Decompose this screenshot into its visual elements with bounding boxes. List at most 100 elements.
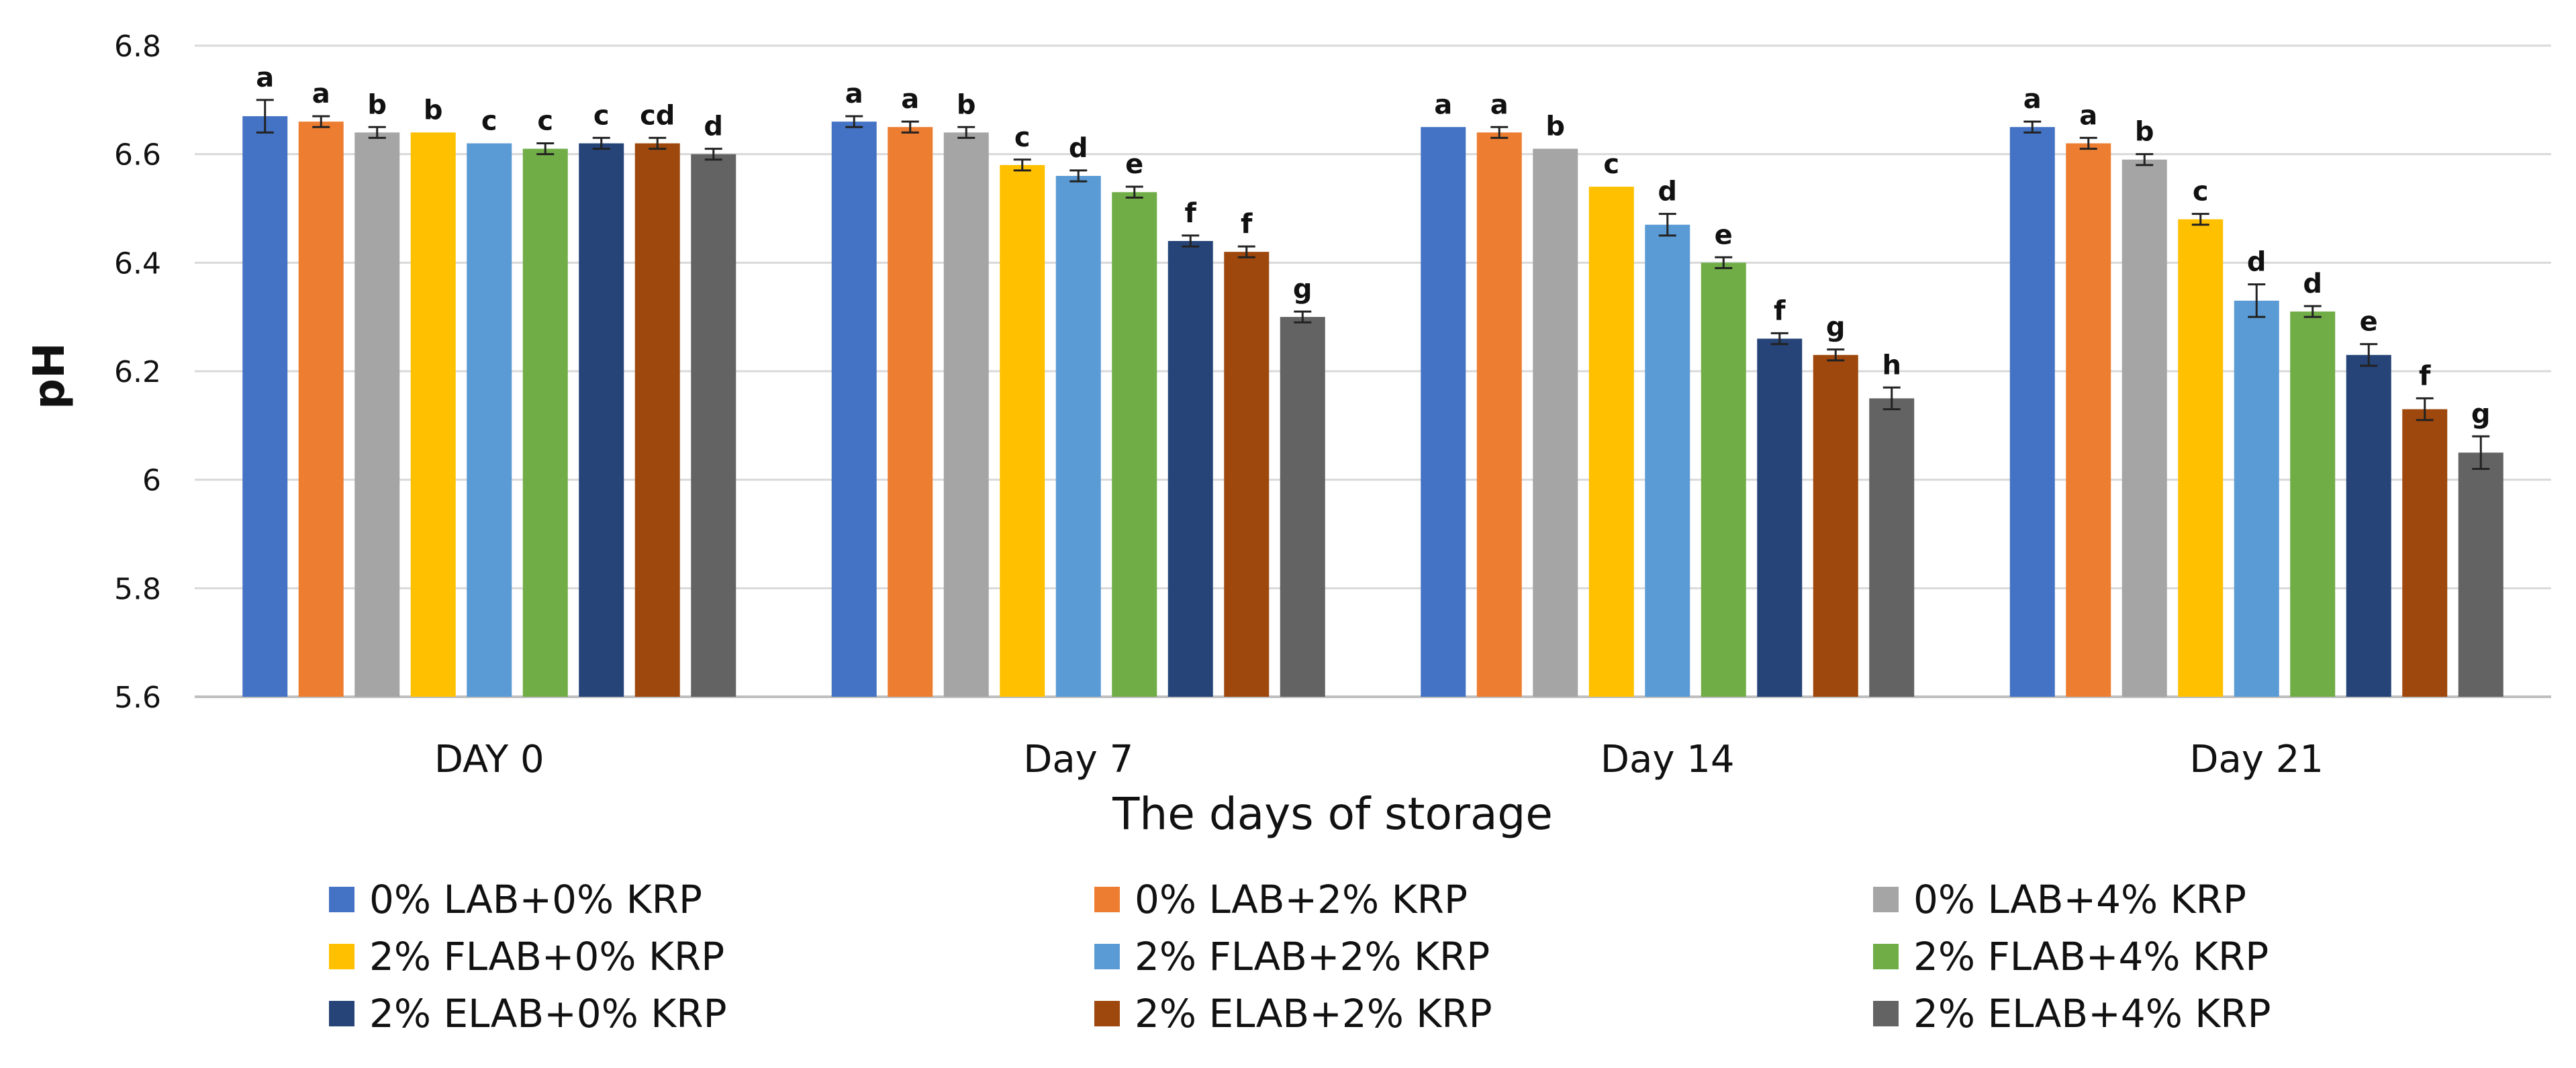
bar-label: a xyxy=(2079,100,2097,131)
bar-label: g xyxy=(1293,274,1313,305)
y-axis-title: pH xyxy=(25,342,75,409)
bar xyxy=(1224,252,1270,697)
bar-label: h xyxy=(1882,350,1901,381)
bar xyxy=(2290,311,2336,697)
legend-item: 0% LAB+0% KRP xyxy=(329,876,702,923)
bar xyxy=(298,122,344,697)
legend-item: 0% LAB+4% KRP xyxy=(1873,876,2246,923)
legend-swatch xyxy=(329,944,354,969)
bar-label: e xyxy=(1125,149,1143,180)
legend-item: 2% FLAB+4% KRP xyxy=(1873,933,2269,980)
bar-label: a xyxy=(1434,89,1452,120)
bar xyxy=(1813,354,1858,697)
x-axis-category-labels: DAY 0 Day 7 Day 14 Day 21 xyxy=(434,738,2324,781)
legend-item: 2% ELAB+4% KRP xyxy=(1873,990,2271,1037)
bar xyxy=(1055,176,1101,697)
legend-swatch xyxy=(329,887,354,912)
legend-label: 2% FLAB+2% KRP xyxy=(1135,934,1490,979)
legend-swatch xyxy=(329,1001,354,1026)
legend-swatch xyxy=(1094,944,1120,969)
bars xyxy=(242,116,2503,697)
bar-label: cd xyxy=(640,100,675,131)
bar-label: g xyxy=(1826,312,1846,343)
bar-label: e xyxy=(2360,307,2378,338)
bar xyxy=(467,143,512,697)
bar-label: c xyxy=(593,100,610,131)
y-tick-label: 5.8 xyxy=(114,572,161,606)
bar xyxy=(1280,317,1325,697)
y-axis-ticks: 5.6 5.8 6 6.2 6.4 6.6 6.8 xyxy=(114,30,161,715)
bar xyxy=(634,143,680,697)
legend-label: 2% FLAB+4% KRP xyxy=(1913,934,2269,979)
legend-label: 2% ELAB+4% KRP xyxy=(1913,991,2271,1036)
legend-item: 2% ELAB+0% KRP xyxy=(329,990,727,1037)
bar xyxy=(2066,143,2111,697)
y-tick-label: 6.8 xyxy=(114,30,161,64)
bar xyxy=(1533,148,1578,697)
bar xyxy=(1000,164,1045,697)
y-tick-label: 6.2 xyxy=(114,355,161,389)
bar xyxy=(2009,127,2055,697)
bar-label: b xyxy=(2135,117,2154,148)
legend-label: 2% FLAB+0% KRP xyxy=(369,934,725,979)
bar xyxy=(354,132,400,697)
bar-label: f xyxy=(2419,360,2431,391)
bar xyxy=(2458,452,2503,697)
bar-label: a xyxy=(901,84,919,115)
bar-label: c xyxy=(537,106,553,137)
bar-label: a xyxy=(1490,89,1509,120)
x-category-label: Day 7 xyxy=(1023,738,1133,781)
bar-label: f xyxy=(1774,295,1786,326)
bar xyxy=(410,132,456,697)
bar xyxy=(1588,187,1634,697)
bar-label: b xyxy=(957,89,976,120)
legend-swatch xyxy=(1873,944,1899,969)
bar-label: e xyxy=(1715,220,1733,250)
legend-label: 2% ELAB+0% KRP xyxy=(369,991,727,1036)
legend-swatch xyxy=(1094,887,1120,912)
bar-label: d xyxy=(1658,177,1677,207)
bar xyxy=(579,143,624,697)
y-tick-label: 6.4 xyxy=(114,246,161,281)
bar-label: a xyxy=(312,79,330,109)
bar-label: a xyxy=(256,62,274,93)
bar xyxy=(2346,354,2391,697)
x-category-label: Day 14 xyxy=(1601,738,1735,781)
bar-label: d xyxy=(1069,133,1088,164)
legend-item: 2% FLAB+0% KRP xyxy=(329,933,724,980)
error-bars xyxy=(256,99,2490,470)
legend-label: 0% LAB+2% KRP xyxy=(1135,877,1468,922)
bar-label: c xyxy=(1603,149,1619,180)
bar xyxy=(888,127,933,697)
bar xyxy=(1167,241,1213,697)
bar-label: b xyxy=(367,89,387,120)
y-tick-label: 6.6 xyxy=(114,138,161,173)
bar xyxy=(1701,262,1746,697)
bar xyxy=(2402,409,2448,697)
bar-label: f xyxy=(1241,209,1253,240)
bar xyxy=(2121,159,2167,697)
bar-label: g xyxy=(2471,399,2491,430)
bar-label: a xyxy=(845,79,863,109)
x-category-label: Day 21 xyxy=(2189,738,2324,781)
legend-item: 2% ELAB+2% KRP xyxy=(1094,990,1492,1037)
x-axis-title: The days of storage xyxy=(1112,788,1553,840)
bar-label: c xyxy=(1014,122,1031,153)
ph-bar-chart: 5.65.866.26.46.66.8 aa b b c c c cd da a bc def fga… xyxy=(25,30,2551,840)
legend-label: 0% LAB+4% KRP xyxy=(1913,877,2246,922)
bar-label: b xyxy=(424,95,443,126)
bar xyxy=(831,122,877,697)
bar xyxy=(2234,300,2279,697)
bar-label: f xyxy=(1185,198,1197,229)
bar xyxy=(1421,127,1466,697)
bar xyxy=(1869,398,1915,697)
bar-label: d xyxy=(2303,269,2322,299)
bar xyxy=(242,116,288,697)
bar xyxy=(1476,132,1522,697)
legend-swatch xyxy=(1873,1001,1899,1026)
chart-legend: 0% LAB+0% KRP 0% LAB+2% KRP 0% LAB+4% KRP 2… xyxy=(0,863,2576,1057)
legend-swatch xyxy=(1094,1001,1120,1026)
legend-item: 0% LAB+2% KRP xyxy=(1094,876,1468,923)
bar-label: d xyxy=(704,111,723,142)
